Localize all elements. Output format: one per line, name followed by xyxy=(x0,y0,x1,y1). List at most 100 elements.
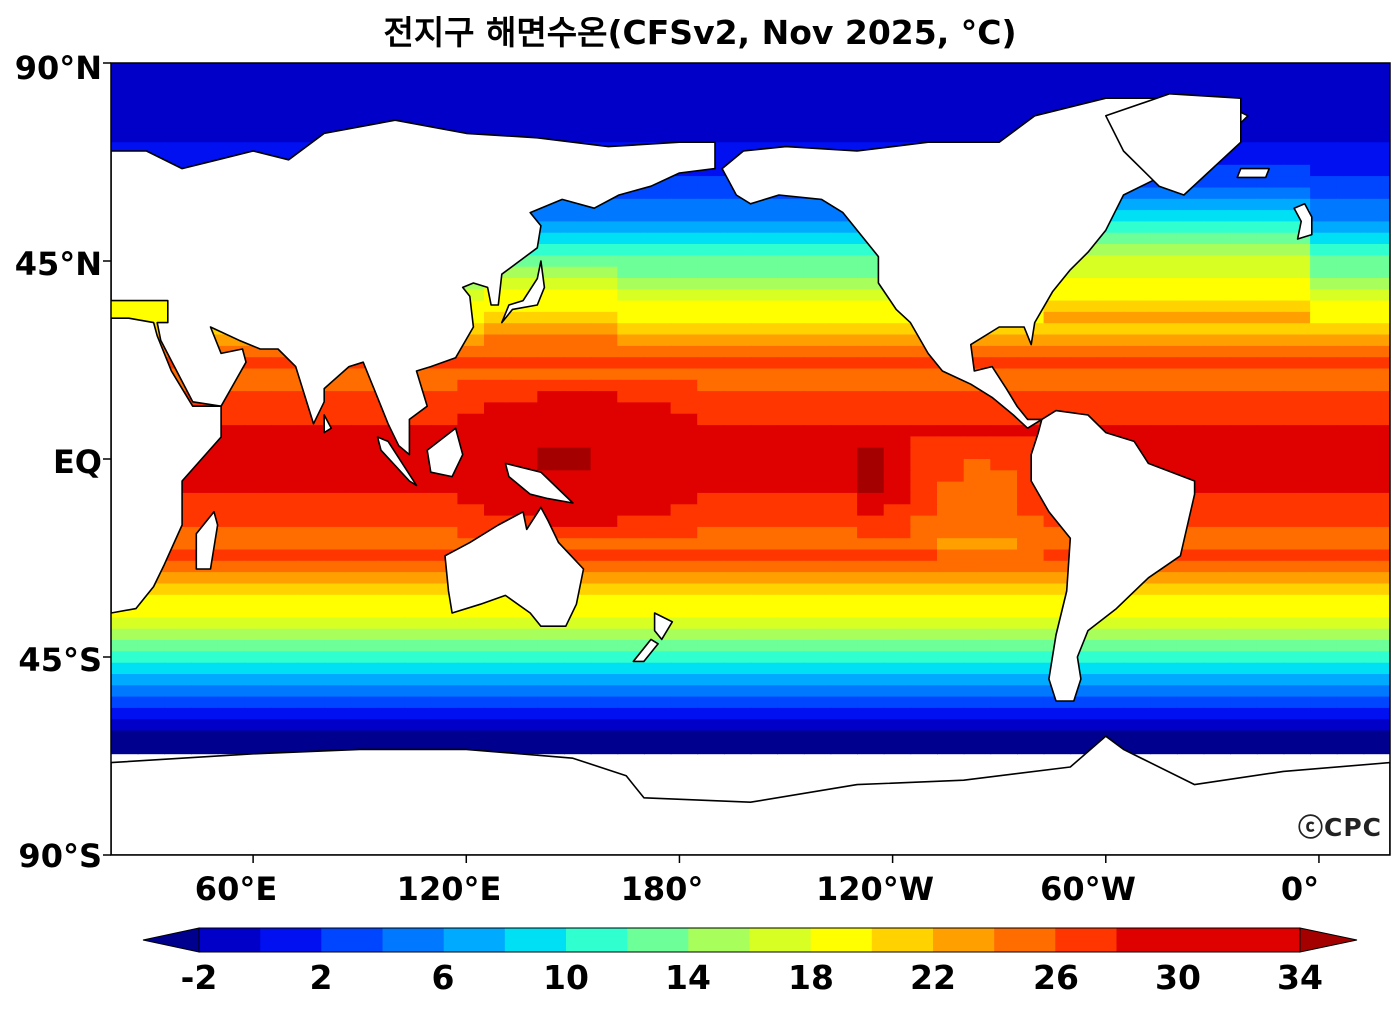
sst-cell xyxy=(643,481,672,494)
sst-cell xyxy=(350,707,379,721)
sst-cell xyxy=(937,470,965,483)
sst-cell xyxy=(830,481,858,494)
sst-cell xyxy=(1363,96,1390,110)
sst-cell xyxy=(723,244,752,257)
sst-cell xyxy=(1256,300,1285,313)
sst-cell xyxy=(564,538,592,551)
sst-cell xyxy=(670,492,699,506)
sst-cell xyxy=(484,640,512,653)
sst-cell xyxy=(1336,311,1365,325)
sst-cell xyxy=(270,549,299,562)
sst-cell xyxy=(537,85,565,98)
sst-cell xyxy=(937,481,965,494)
sst-cell xyxy=(1230,436,1258,449)
sst-cell xyxy=(723,470,752,483)
sst-cell xyxy=(137,606,166,619)
sst-cell xyxy=(723,357,752,370)
sst-cell xyxy=(1256,549,1285,562)
sst-cell xyxy=(1096,345,1125,359)
sst-cell xyxy=(484,108,512,121)
sst-cell xyxy=(1096,266,1125,279)
sst-cell xyxy=(857,379,885,393)
sst-cell xyxy=(883,560,912,574)
sst-cell xyxy=(643,470,672,483)
sst-cell xyxy=(1310,244,1338,257)
sst-cell xyxy=(1070,289,1098,302)
sst-cell xyxy=(777,119,805,132)
sst-cell xyxy=(1336,289,1365,302)
sst-cell xyxy=(803,492,832,506)
sst-cell xyxy=(670,198,699,212)
sst-cell xyxy=(457,391,485,404)
sst-cell xyxy=(324,96,352,110)
sst-cell xyxy=(164,594,192,608)
sst-cell xyxy=(1230,707,1258,721)
sst-cell xyxy=(590,515,619,528)
sst-cell xyxy=(963,436,992,449)
sst-cell xyxy=(1017,538,1045,551)
sst-cell xyxy=(510,266,539,279)
sst-cell xyxy=(1150,311,1178,325)
sst-cell xyxy=(190,640,219,653)
sst-cell xyxy=(777,323,805,336)
sst-cell xyxy=(377,560,406,574)
sst-cell xyxy=(244,526,272,540)
sst-cell xyxy=(164,617,192,630)
sst-cell xyxy=(1256,560,1285,574)
sst-cell xyxy=(883,685,912,698)
sst-cell xyxy=(1230,481,1258,494)
sst-cell xyxy=(1123,210,1152,223)
sst-cell xyxy=(830,594,858,608)
sst-cell xyxy=(990,447,1018,460)
sst-cell xyxy=(1283,504,1311,517)
sst-cell xyxy=(244,74,272,87)
sst-cell xyxy=(643,662,672,675)
sst-cell xyxy=(1230,391,1258,404)
sst-cell xyxy=(430,628,459,641)
sst-cell xyxy=(1123,334,1152,347)
sst-cell xyxy=(857,357,885,370)
map-title: 전지구 해면수온(CFSv2, Nov 2025, °C) xyxy=(383,13,1017,52)
sst-cell xyxy=(830,300,858,313)
sst-cell xyxy=(217,413,246,426)
sst-cell xyxy=(270,674,299,687)
sst-cell xyxy=(350,572,379,585)
sst-cell xyxy=(1203,289,1232,302)
sst-cell xyxy=(883,436,912,449)
sst-cell xyxy=(1150,707,1178,721)
sst-cell xyxy=(111,651,139,664)
sst-cell xyxy=(617,436,645,449)
sst-cell xyxy=(564,119,592,132)
sst-cell xyxy=(590,583,619,596)
sst-cell xyxy=(190,572,219,585)
sst-cell xyxy=(617,459,645,472)
sst-cell xyxy=(830,255,858,268)
sst-cell xyxy=(777,674,805,687)
sst-cell xyxy=(537,696,565,709)
sst-cell xyxy=(1203,334,1232,347)
sst-cell xyxy=(1096,278,1125,291)
sst-cell xyxy=(1070,311,1098,325)
sst-cell xyxy=(857,617,885,630)
sst-cell xyxy=(803,515,832,528)
sst-cell xyxy=(297,560,326,574)
sst-cell xyxy=(1283,289,1311,302)
sst-cell xyxy=(1256,345,1285,359)
sst-cell xyxy=(1363,164,1390,178)
sst-cell xyxy=(137,696,166,709)
sst-cell xyxy=(750,244,779,257)
sst-cell xyxy=(777,583,805,596)
sst-cell xyxy=(377,85,406,98)
sst-cell xyxy=(963,515,992,528)
sst-cell xyxy=(564,640,592,653)
sst-cell xyxy=(590,379,619,393)
sst-cell xyxy=(697,470,725,483)
sst-cell xyxy=(937,640,965,653)
sst-cell xyxy=(1176,447,1205,460)
sst-cell xyxy=(1017,402,1045,415)
sst-cell xyxy=(244,447,272,460)
sst-cell xyxy=(777,244,805,257)
sst-cell xyxy=(1017,640,1045,653)
sst-cell xyxy=(857,63,885,76)
